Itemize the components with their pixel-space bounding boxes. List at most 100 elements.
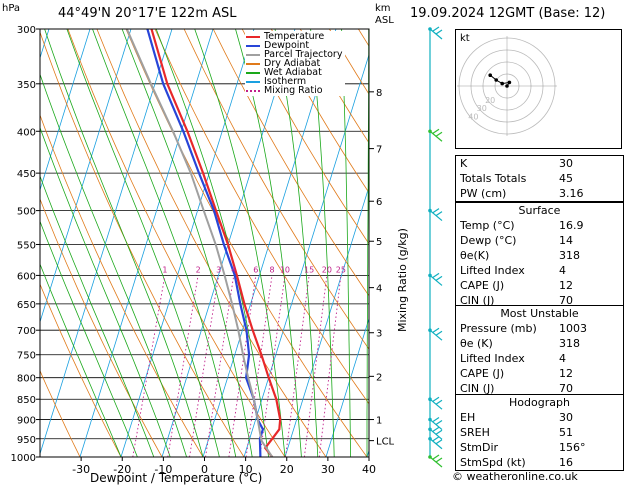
index-label: K <box>460 157 468 170</box>
wind-barb <box>428 436 443 450</box>
index-value: 318 <box>559 337 580 350</box>
altitude-tick-label: 8 <box>376 88 382 99</box>
legend-swatch <box>246 44 260 47</box>
temperature-tick-label: 30 <box>321 463 335 476</box>
altitude-unit-label: km ASL <box>375 3 394 27</box>
index-label: CIN (J) <box>460 294 495 307</box>
legend-item-wet_adiabat: Wet Adiabat <box>246 68 342 77</box>
legend-label: Dewpoint <box>264 40 310 51</box>
wet-adiabat-line <box>121 29 253 457</box>
temperature-series-line <box>150 29 282 457</box>
index-row: Lifted Index 4 <box>456 351 623 366</box>
index-value: 30 <box>559 411 573 424</box>
isotherm-line <box>0 29 8 457</box>
legend-item-dewpoint: Dewpoint <box>246 41 342 50</box>
index-row: SREH 51 <box>456 425 623 440</box>
index-row: Dewp (°C) 14 <box>456 233 623 248</box>
index-value: 16.9 <box>559 219 584 232</box>
pressure-tick-label: 450 <box>17 169 36 180</box>
index-row: K 30 <box>456 156 623 171</box>
legend-label: Mixing Ratio <box>264 85 323 96</box>
altitude-tick-label: LCL <box>376 437 395 448</box>
mixing-ratio-line <box>245 275 273 457</box>
index-row: Lifted Index 4 <box>456 263 623 278</box>
pressure-tick-label: 350 <box>17 80 36 91</box>
indices-surface-panel: Surface Temp (°C) 16.9 Dewp (°C) 14 θe(K) 318… <box>455 202 624 309</box>
pressure-tick-label: 500 <box>17 207 36 218</box>
index-row: θe (K) 318 <box>456 336 623 351</box>
wind-barb <box>428 208 443 222</box>
wind-barb <box>428 426 443 440</box>
legend: Temperature Dewpoint Parcel Trajectory Dry … <box>245 31 346 96</box>
pressure-tick-label: 850 <box>17 395 36 406</box>
index-label: StmSpd (kt) <box>460 456 526 469</box>
legend-label: Parcel Trajectory <box>264 49 343 60</box>
wind-barb <box>428 128 443 142</box>
indices-hodograph-panel: Hodograph EH 30 SREH 51 StmDir 156° StmSpd (kt… <box>455 394 624 471</box>
surface-section-title: Surface <box>518 204 561 217</box>
index-value: 12 <box>559 367 573 380</box>
hodograph-ring-label: 40 <box>468 113 478 122</box>
legend-item-temperature: Temperature <box>246 32 342 41</box>
altitude-unit-km: km <box>375 3 391 14</box>
mixing-ratio-label: 20 <box>322 265 332 274</box>
mixing-ratio-line <box>132 275 166 457</box>
pressure-tick-label: 1000 <box>11 453 36 464</box>
dry-adiabat-line <box>241 29 369 245</box>
index-label: EH <box>460 411 476 424</box>
hodograph-point <box>500 81 504 86</box>
wet-adiabat-line <box>383 29 393 457</box>
wet-adiabat-line <box>40 126 171 457</box>
legend-item-parcel: Parcel Trajectory <box>246 50 342 59</box>
pressure-tick-label: 750 <box>17 351 36 362</box>
hodograph-section-title: Hodograph <box>509 396 570 409</box>
isotherm-line <box>40 29 91 192</box>
isotherm-line <box>284 185 369 457</box>
index-row: StmDir 156° <box>456 440 623 455</box>
dry-adiabat-line <box>40 31 245 457</box>
pressure-tick-label: 700 <box>17 326 36 337</box>
wet-adiabat-line <box>194 29 286 457</box>
index-label: θe(K) <box>460 249 490 262</box>
index-row: StmSpd (kt) 16 <box>456 455 623 470</box>
mixing-ratio-label: 4 <box>231 265 236 274</box>
wind-barb <box>428 454 443 468</box>
wind-barb <box>428 26 443 40</box>
legend-label: Dry Adiabat <box>264 58 321 69</box>
mixing-ratio-label: 3 <box>216 265 221 274</box>
profile-curves <box>125 29 282 457</box>
wet-adiabat-line <box>274 29 319 457</box>
pressure-tick-label: 950 <box>17 435 36 446</box>
index-row: CAPE (J) 12 <box>456 278 623 293</box>
wind-barbs <box>428 26 443 468</box>
mixing-ratio-label: 1 <box>162 265 167 274</box>
mixing-ratio-label: 15 <box>304 265 314 274</box>
pressure-tick-label: 650 <box>17 300 36 311</box>
index-value: 14 <box>559 234 573 247</box>
pressure-tick-label: 550 <box>17 240 36 251</box>
mixing-ratio-line <box>285 275 310 457</box>
dry-adiabat-line <box>183 29 369 350</box>
altitude-tick-label: 1 <box>376 416 382 427</box>
mixing-ratio-line <box>303 275 328 457</box>
hodograph-point <box>494 78 498 82</box>
index-label: θe (K) <box>460 337 493 350</box>
pressure-unit-label: hPa <box>2 3 21 14</box>
index-row: CIN (J) 70 <box>456 381 623 396</box>
dry-adiabat-line <box>40 114 204 457</box>
index-row: Totals Totals 45 <box>456 171 623 186</box>
temperature-tick-label: 0 <box>201 463 208 476</box>
dry-adiabat-line <box>154 29 369 405</box>
wind-barb <box>428 396 443 410</box>
index-label: SREH <box>460 426 490 439</box>
index-value: 45 <box>559 172 573 185</box>
datetime-title: 19.09.2024 12GMT (Base: 12) <box>410 6 606 21</box>
index-label: Pressure (mb) <box>460 322 537 335</box>
index-row: CIN (J) 70 <box>456 293 623 308</box>
pressure-tick-label: 900 <box>17 416 36 427</box>
dry-adiabat-line <box>40 283 122 457</box>
legend-swatch <box>246 35 260 38</box>
isotherm-line <box>325 317 369 457</box>
index-value: 16 <box>559 456 573 469</box>
pressure-tick-label: 600 <box>17 271 36 282</box>
